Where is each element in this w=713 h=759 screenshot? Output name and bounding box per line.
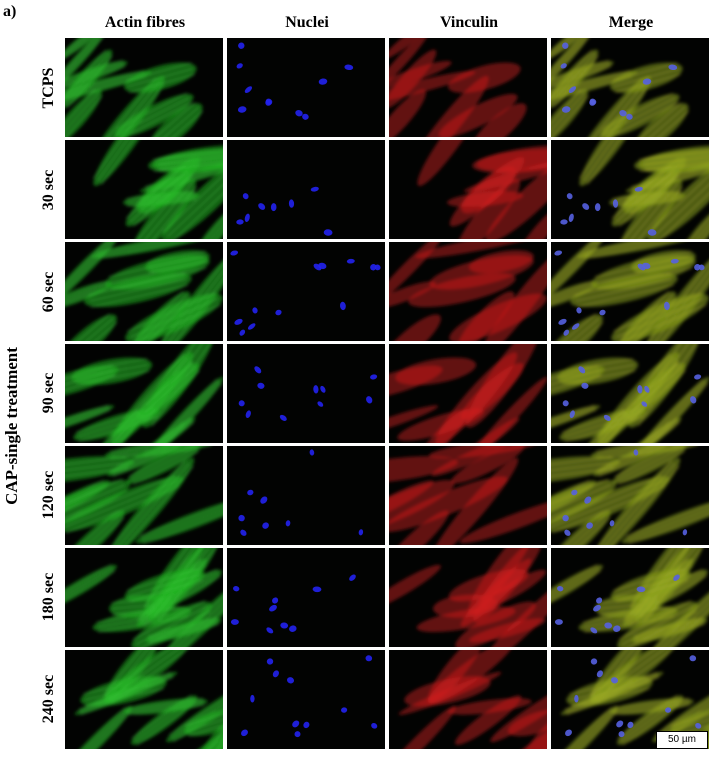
row-label-30s: 30 sec	[40, 169, 57, 211]
micrograph-actin-60s	[65, 242, 223, 341]
micrograph-vinculin-tcps	[389, 38, 547, 137]
micrograph-actin-120s	[65, 446, 223, 545]
micrograph-nuclei-240s	[227, 650, 385, 749]
micrograph-actin-240s	[65, 650, 223, 749]
column-header-merge: Merge	[608, 14, 654, 31]
micrograph-vinculin-60s	[389, 242, 547, 341]
micrograph-nuclei-180s	[227, 548, 385, 647]
micrograph-merge-60s	[551, 242, 709, 341]
micrograph-nuclei-tcps	[227, 38, 385, 137]
micrograph-merge-90s	[551, 344, 709, 443]
column-header-nuclei: Nuclei	[285, 14, 329, 31]
scale-bar: 50 µm	[656, 731, 708, 749]
row-label-90s: 90 sec	[40, 372, 57, 414]
row-label-240s: 240 sec	[40, 674, 57, 724]
micrograph-actin-30s	[65, 140, 223, 239]
micrograph-merge-240s	[551, 650, 709, 749]
micrograph-nuclei-30s	[227, 140, 385, 239]
micrograph-vinculin-180s	[389, 548, 547, 647]
group-label: CAP-single treatment	[2, 347, 21, 505]
micrograph-actin-180s	[65, 548, 223, 647]
micrograph-merge-tcps	[551, 38, 709, 137]
column-header-vinculin: Vinculin	[439, 14, 499, 31]
micrograph-merge-30s	[551, 140, 709, 239]
micrograph-merge-180s	[551, 548, 709, 647]
micrograph-vinculin-240s	[389, 650, 547, 749]
micrograph-nuclei-120s	[227, 446, 385, 545]
micrograph-actin-tcps	[65, 38, 223, 137]
row-label-120s: 120 sec	[40, 470, 57, 520]
micrograph-nuclei-90s	[227, 344, 385, 443]
micrograph-vinculin-30s	[389, 140, 547, 239]
micrograph-actin-90s	[65, 344, 223, 443]
micrograph-vinculin-120s	[389, 446, 547, 545]
row-label-60s: 60 sec	[40, 271, 57, 313]
row-label-tcps: TCPS	[40, 67, 57, 109]
row-label-180s: 180 sec	[40, 572, 57, 622]
panel-label: a)	[3, 3, 17, 20]
micrograph-vinculin-90s	[389, 344, 547, 443]
column-header-actin: Actin fibres	[104, 14, 186, 31]
micrograph-grid	[65, 38, 711, 750]
micrograph-merge-120s	[551, 446, 709, 545]
micrograph-nuclei-60s	[227, 242, 385, 341]
